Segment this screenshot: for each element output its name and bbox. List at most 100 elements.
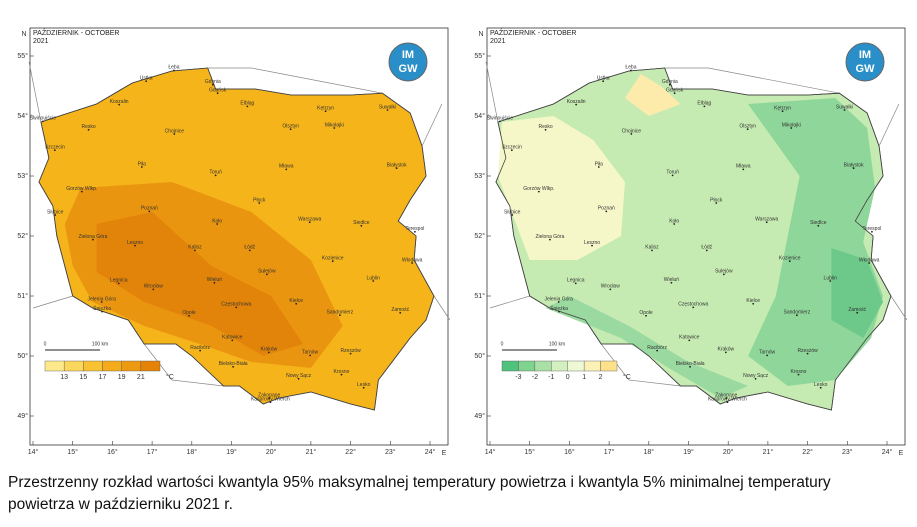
city-dot bbox=[386, 109, 389, 111]
city-label: Suwałki bbox=[836, 104, 853, 110]
city-label: Lublin bbox=[824, 275, 838, 281]
city-dot bbox=[199, 349, 202, 352]
legend-label: 17 bbox=[99, 374, 107, 381]
city-label: Ustka bbox=[597, 76, 610, 82]
city-dot bbox=[331, 260, 334, 263]
city-label: Zielona Góra bbox=[78, 234, 107, 240]
lon-label: 18° bbox=[187, 448, 198, 456]
lon-label: 19° bbox=[683, 448, 694, 456]
city-label: Mława bbox=[736, 164, 751, 170]
border-line bbox=[421, 103, 443, 147]
city-dot bbox=[53, 149, 56, 152]
city-dot bbox=[285, 168, 288, 171]
city-label: Kętrzyn bbox=[317, 106, 334, 112]
city-label: Mława bbox=[279, 164, 294, 170]
city-label: Wrocław bbox=[601, 284, 620, 290]
city-dot bbox=[715, 202, 718, 204]
city-dot bbox=[549, 238, 551, 241]
city-dot bbox=[118, 103, 121, 106]
city-dot bbox=[817, 224, 820, 227]
legend-swatch bbox=[600, 360, 618, 372]
city-label: Sulejów bbox=[715, 269, 733, 275]
legend-swatch bbox=[121, 360, 142, 372]
lat-label: 55° bbox=[474, 52, 485, 60]
caption-line: Przestrzenny rozkład wartości kwantyla 9… bbox=[8, 474, 831, 491]
city-dot bbox=[537, 190, 540, 193]
city-dot bbox=[544, 128, 547, 131]
city-label: Bielsko-Biała bbox=[219, 361, 248, 367]
legend-swatch bbox=[83, 360, 103, 372]
city-label: Koło bbox=[669, 218, 679, 224]
city-dot bbox=[557, 301, 560, 303]
city-dot bbox=[609, 288, 612, 291]
lat-label: 50° bbox=[17, 352, 28, 360]
lon-label: 24° bbox=[425, 448, 436, 456]
city-label: Lublin bbox=[367, 275, 381, 281]
scale-label: 0 bbox=[44, 341, 47, 347]
city-dot bbox=[724, 351, 727, 354]
city-label: Suwałki bbox=[379, 104, 396, 110]
city-dot bbox=[829, 280, 832, 282]
city-dot bbox=[871, 230, 873, 233]
scale-label: 100 km bbox=[549, 341, 565, 347]
city-dot bbox=[766, 354, 769, 357]
city-label: Siedlce bbox=[810, 220, 827, 226]
city-dot bbox=[645, 314, 647, 317]
border-line bbox=[32, 295, 73, 309]
city-label: Mikołajki bbox=[782, 122, 801, 128]
logo-text: IM bbox=[402, 49, 414, 61]
city-dot bbox=[231, 339, 234, 342]
legend-label: -2 bbox=[532, 374, 538, 381]
city-label: Sulejów bbox=[258, 269, 276, 275]
city-label: Gdańsk bbox=[666, 88, 684, 94]
city-dot bbox=[673, 223, 676, 225]
city-label: Kasprowy Wierch bbox=[708, 397, 747, 403]
city-dot bbox=[819, 386, 822, 389]
city-dot bbox=[602, 80, 605, 83]
lon-label: 14° bbox=[485, 448, 496, 456]
lat-label: 49° bbox=[474, 412, 485, 420]
city-label: Toruń bbox=[209, 170, 222, 176]
legend-label: 0 bbox=[566, 374, 570, 381]
city-dot bbox=[216, 223, 219, 225]
city-dot bbox=[295, 302, 298, 305]
lon-label: 16° bbox=[107, 448, 118, 456]
city-label: Leszno bbox=[584, 240, 600, 246]
city-dot bbox=[194, 249, 196, 252]
lon-axis-name: E bbox=[899, 450, 904, 457]
lon-label: 17° bbox=[147, 448, 158, 456]
city-dot bbox=[395, 167, 398, 170]
legend-label: 19 bbox=[118, 374, 126, 381]
city-label: Elbląg bbox=[697, 101, 711, 107]
city-label: Kozienice bbox=[322, 256, 344, 262]
city-label: Łeba bbox=[625, 65, 636, 71]
legend-label: 2 bbox=[599, 374, 603, 381]
city-dot bbox=[843, 109, 846, 111]
lat-label: 55° bbox=[17, 52, 28, 60]
city-label: Gorzów Wlkp. bbox=[523, 186, 554, 192]
lat-label: 52° bbox=[17, 232, 28, 240]
city-dot bbox=[670, 281, 673, 284]
city-dot bbox=[754, 377, 757, 380]
legend-swatch bbox=[63, 360, 84, 372]
city-dot bbox=[742, 168, 745, 171]
city-label: Elbląg bbox=[240, 101, 254, 107]
city-label: Olsztyn bbox=[739, 124, 756, 130]
city-label: Lesko bbox=[357, 382, 371, 388]
scale-label: 0 bbox=[501, 341, 504, 347]
city-dot bbox=[806, 352, 809, 355]
city-dot bbox=[726, 401, 729, 404]
city-dot bbox=[511, 214, 514, 216]
border-line bbox=[28, 61, 42, 123]
lat-label: 53° bbox=[17, 172, 28, 180]
city-dot bbox=[268, 397, 271, 399]
city-dot bbox=[372, 280, 375, 282]
city-dot bbox=[788, 260, 791, 263]
city-label: Opole bbox=[182, 310, 196, 316]
city-label: Szczecin bbox=[502, 145, 522, 151]
city-label: Lesko bbox=[814, 382, 828, 388]
city-label: Zakopane bbox=[258, 392, 280, 398]
city-label: Zakopane bbox=[715, 392, 737, 398]
city-label: Śnieżka bbox=[93, 304, 111, 312]
